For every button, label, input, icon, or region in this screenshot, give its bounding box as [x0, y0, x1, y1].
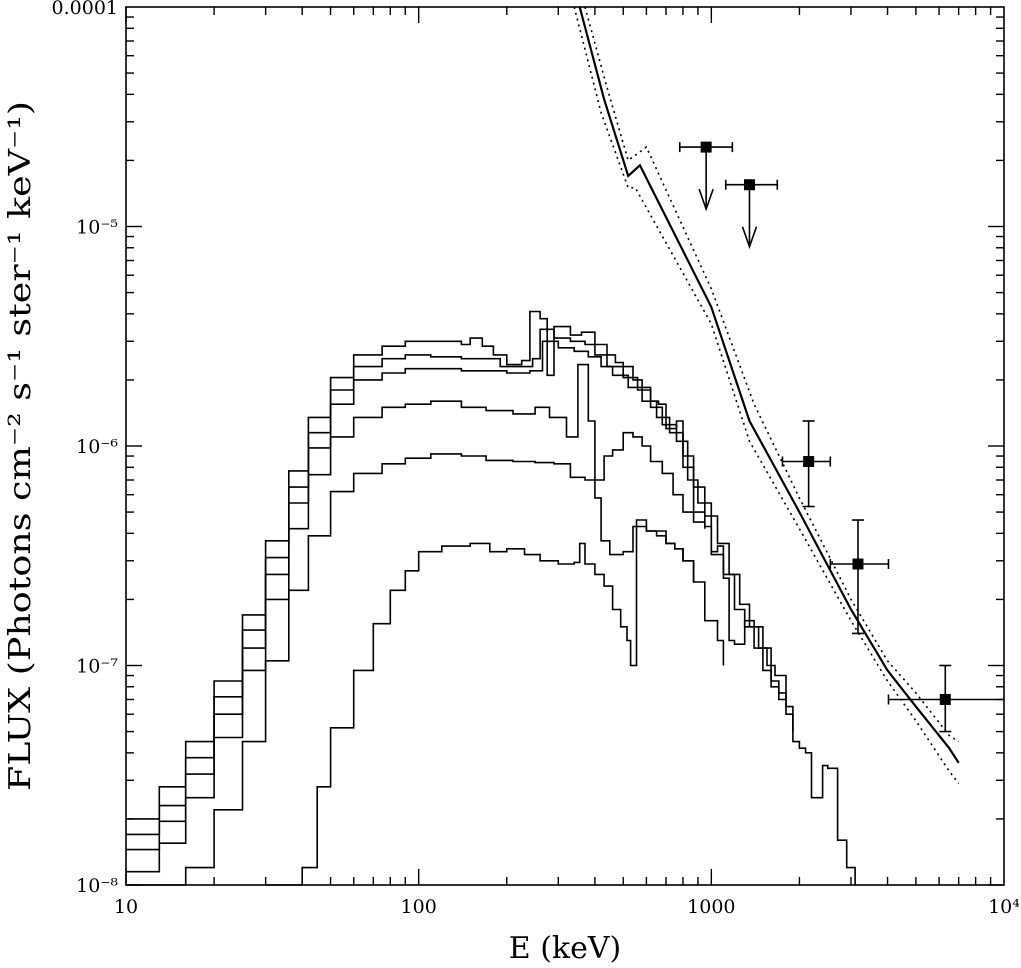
measurement-point-1	[678, 141, 734, 212]
model-curve-8	[584, 6, 960, 743]
y-tick-label: 10⁻⁶	[76, 436, 118, 458]
x-axis-title: E (keV)	[509, 931, 621, 966]
measurement-point-4	[829, 519, 890, 635]
model-histogram-5	[126, 453, 725, 886]
model-histogram-3	[126, 340, 787, 851]
y-tick-label: 10⁻⁸	[76, 875, 118, 897]
model-curve-9	[573, 6, 960, 784]
x-tick-label: 100	[401, 896, 437, 918]
model-histogram-6	[265, 519, 695, 886]
x-tick-label: 10	[114, 896, 138, 918]
y-axis-title: FLUX (Photons cm⁻² s⁻¹ ster⁻¹ keV⁻¹)	[3, 101, 38, 791]
data-marker	[700, 141, 712, 153]
x-tick-label: 1000	[687, 896, 735, 918]
measurement-layer	[678, 141, 1004, 733]
model-curve-7	[578, 6, 960, 764]
axis-ticks	[125, 7, 1004, 886]
measurement-point-3	[781, 420, 832, 508]
y-tick-label: 0.0001	[52, 0, 118, 19]
y-tick-label: 10⁻⁷	[76, 656, 118, 678]
x-tick-label: 10⁴	[988, 896, 1020, 918]
series-layer	[126, 6, 960, 886]
measurement-point-5	[887, 664, 1004, 733]
arrow-head-icon	[698, 188, 714, 212]
data-marker	[852, 558, 864, 570]
data-marker	[939, 694, 951, 706]
model-histogram-4	[126, 363, 706, 873]
plot-frame	[125, 6, 1005, 886]
data-marker	[743, 179, 755, 191]
data-marker	[803, 455, 815, 467]
arrow-head-icon	[741, 226, 758, 250]
measurement-point-2	[724, 179, 779, 250]
tick-labels: 10 100 1000 10⁴ 10⁻⁸ 10⁻⁷ 10⁻⁶ 10⁻⁵ 0.0001	[52, 0, 1021, 918]
y-tick-label: 10⁻⁵	[76, 217, 118, 239]
model-histogram-1	[126, 310, 856, 885]
